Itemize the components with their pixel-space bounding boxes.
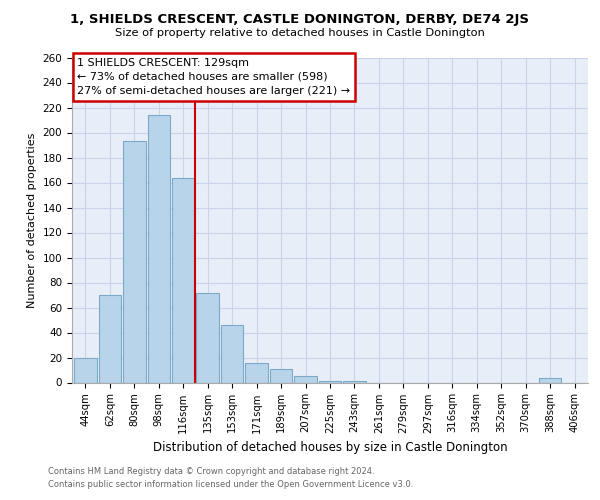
Bar	[539, 378, 562, 382]
Bar	[294, 376, 317, 382]
Bar	[123, 141, 146, 382]
Text: 1, SHIELDS CRESCENT, CASTLE DONINGTON, DERBY, DE74 2JS: 1, SHIELDS CRESCENT, CASTLE DONINGTON, D…	[71, 12, 530, 26]
Bar	[245, 362, 268, 382]
X-axis label: Distribution of detached houses by size in Castle Donington: Distribution of detached houses by size …	[152, 441, 508, 454]
Text: Contains HM Land Registry data © Crown copyright and database right 2024.
Contai: Contains HM Land Registry data © Crown c…	[48, 468, 413, 489]
Bar	[270, 369, 292, 382]
Bar	[319, 381, 341, 382]
Bar	[148, 115, 170, 382]
Text: 1 SHIELDS CRESCENT: 129sqm
← 73% of detached houses are smaller (598)
27% of sem: 1 SHIELDS CRESCENT: 129sqm ← 73% of deta…	[77, 58, 350, 96]
Bar	[172, 178, 194, 382]
Bar	[98, 295, 121, 382]
Text: Size of property relative to detached houses in Castle Donington: Size of property relative to detached ho…	[115, 28, 485, 38]
Bar	[74, 358, 97, 382]
Bar	[221, 325, 244, 382]
Bar	[343, 381, 366, 382]
Y-axis label: Number of detached properties: Number of detached properties	[27, 132, 37, 308]
Bar	[196, 292, 219, 382]
